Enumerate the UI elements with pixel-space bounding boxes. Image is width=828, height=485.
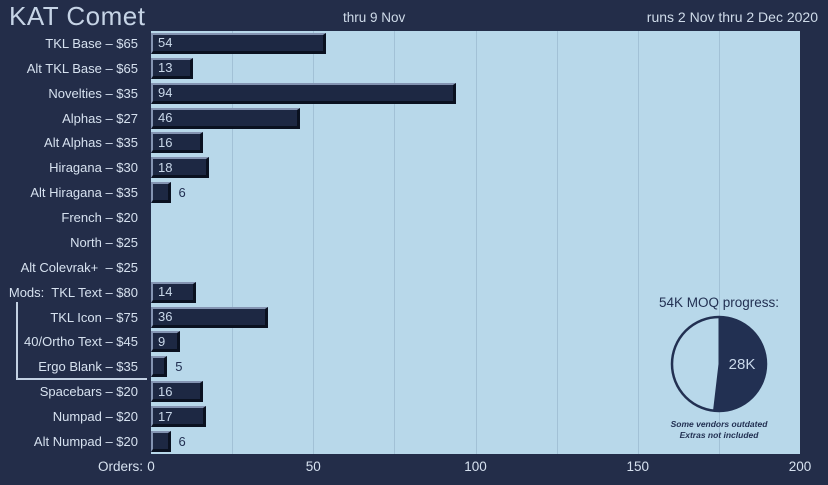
gridline bbox=[556, 31, 558, 454]
bar-row: 5 bbox=[151, 354, 800, 379]
x-axis-tick: 0 bbox=[147, 459, 155, 474]
bar-row: 16 bbox=[151, 131, 800, 156]
category-label: French – $20 bbox=[61, 210, 138, 226]
x-axis: Orders: 0 50 100 150 200 bbox=[0, 457, 828, 479]
bar-row: 9 bbox=[151, 330, 800, 355]
bar-row: 18 bbox=[151, 155, 800, 180]
category-label: Novelties – $35 bbox=[48, 85, 138, 101]
status-thru-date: thru 9 Nov bbox=[343, 10, 406, 25]
bar-value: 18 bbox=[158, 159, 173, 175]
bar-value: 6 bbox=[178, 433, 186, 449]
bar-value: 16 bbox=[158, 383, 173, 399]
bar-value: 16 bbox=[158, 134, 173, 150]
page-title: KAT Comet bbox=[9, 1, 146, 31]
moq-pie-chart: 28K bbox=[670, 315, 768, 413]
category-label: TKL Base – $65 bbox=[45, 35, 138, 51]
bar-value: 17 bbox=[158, 408, 173, 424]
bar-value: 9 bbox=[158, 333, 166, 349]
pie-progress-value: 28K bbox=[729, 356, 756, 373]
pie-footnote-2: Extras not included bbox=[679, 430, 759, 440]
category-label: North – $25 bbox=[70, 234, 138, 250]
gridline bbox=[232, 31, 234, 454]
category-label: Alt Numpad – $20 bbox=[33, 433, 138, 449]
bar-value: 6 bbox=[178, 185, 186, 201]
bar: 18 bbox=[151, 157, 210, 179]
bar-row bbox=[151, 205, 800, 230]
category-label: Numpad – $20 bbox=[52, 409, 138, 425]
category-label: Alt Alphas – $35 bbox=[44, 135, 138, 151]
pie-progress-slice bbox=[712, 316, 767, 412]
bar: 16 bbox=[151, 132, 203, 154]
bar-row bbox=[151, 230, 800, 255]
gridline bbox=[313, 31, 315, 454]
bar-row: 46 bbox=[151, 106, 800, 131]
category-label: Spacebars – $20 bbox=[39, 384, 138, 400]
moq-pie-title: 54K MOQ progress: bbox=[658, 295, 780, 310]
bar-value: 54 bbox=[158, 35, 173, 51]
bar: 17 bbox=[151, 406, 207, 428]
gridline bbox=[637, 31, 639, 454]
bar-row: 17 bbox=[151, 404, 800, 429]
category-label: 40/Ortho Text – $45 bbox=[24, 334, 138, 350]
bar-value: 46 bbox=[158, 110, 173, 126]
bar-value: 36 bbox=[158, 309, 173, 325]
gridline bbox=[718, 31, 720, 454]
category-label-column: TKL Base – $65 Alt TKL Base – $65 Noveltie… bbox=[0, 31, 145, 454]
bar-value: 5 bbox=[175, 359, 183, 375]
bar-value: 13 bbox=[158, 60, 173, 76]
category-label: TKL Icon – $75 bbox=[50, 309, 138, 325]
category-label: Ergo Blank – $35 bbox=[38, 359, 138, 375]
bar bbox=[151, 182, 171, 204]
bar bbox=[151, 430, 171, 452]
bar: 36 bbox=[151, 306, 268, 328]
bar: 46 bbox=[151, 107, 301, 129]
category-label: Alt Hiragana – $35 bbox=[30, 185, 138, 201]
bar: 16 bbox=[151, 381, 203, 403]
pie-footnote-1: Some vendors outdated bbox=[670, 419, 768, 429]
run-date-range: runs 2 Nov thru 2 Dec 2020 bbox=[646, 9, 818, 25]
bar: 9 bbox=[151, 331, 181, 353]
category-label: Mods: TKL Text – $80 bbox=[8, 284, 138, 300]
bar: 13 bbox=[151, 57, 194, 79]
bar-row: 14 bbox=[151, 280, 800, 305]
bar: 54 bbox=[151, 32, 327, 54]
bar-row: 6 bbox=[151, 429, 800, 454]
bar-row: 16 bbox=[151, 379, 800, 404]
category-label: Alt Colevrak+ – $25 bbox=[20, 259, 138, 275]
gridline bbox=[475, 31, 477, 454]
bar-series: 54 13 94 46 16 18 6 14 36 9 5 16 17 6 bbox=[151, 31, 800, 454]
x-axis-tick: 200 bbox=[788, 459, 812, 474]
category-label: Hiragana – $30 bbox=[49, 160, 138, 176]
bar-value: 94 bbox=[158, 85, 173, 101]
gridline bbox=[394, 31, 396, 454]
category-label: Alt TKL Base – $65 bbox=[26, 60, 138, 76]
mods-group-bracket bbox=[16, 302, 147, 380]
x-axis-tick: 150 bbox=[626, 459, 650, 474]
x-axis-title: Orders: bbox=[97, 459, 143, 474]
bar-row: 13 bbox=[151, 56, 800, 81]
bar-row bbox=[151, 255, 800, 280]
x-axis-tick: 50 bbox=[305, 459, 321, 474]
plot-area: 54 13 94 46 16 18 6 14 36 9 5 16 17 6 54K MOQ progres… bbox=[151, 31, 800, 454]
category-label: Alphas – $27 bbox=[62, 110, 138, 126]
bar-row: 36 bbox=[151, 305, 800, 330]
bar: 14 bbox=[151, 281, 197, 303]
bar-row: 6 bbox=[151, 180, 800, 205]
bar-value: 14 bbox=[158, 284, 173, 300]
x-axis-tick: 100 bbox=[464, 459, 487, 474]
bar-row: 94 bbox=[151, 81, 800, 106]
bar bbox=[151, 356, 168, 378]
bar-row: 54 bbox=[151, 31, 800, 56]
bar: 94 bbox=[151, 82, 456, 104]
